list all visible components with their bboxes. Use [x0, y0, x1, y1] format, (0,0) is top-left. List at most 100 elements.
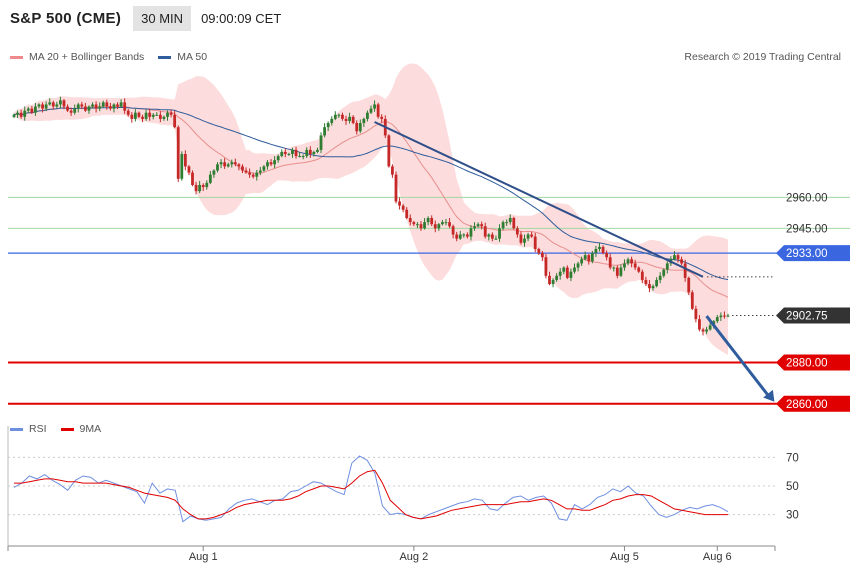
- candle-body: [12, 114, 16, 117]
- candle-body: [640, 271, 644, 280]
- candle: [358, 119, 362, 134]
- candle: [30, 105, 34, 114]
- candle-body: [326, 123, 330, 128]
- time-tick-label: Aug 6: [703, 551, 732, 563]
- interval-badge[interactable]: 30 MIN: [133, 5, 192, 31]
- candle-body: [34, 106, 37, 113]
- candle: [437, 222, 441, 231]
- candle-body: [608, 257, 612, 268]
- candle: [637, 266, 641, 273]
- price-tag-5-text: 2860.00: [786, 399, 828, 411]
- candle: [515, 226, 519, 238]
- candle-body: [148, 112, 152, 117]
- candle-body: [419, 224, 423, 229]
- candle: [73, 104, 77, 115]
- candle: [126, 108, 130, 117]
- candle-body: [612, 267, 616, 269]
- candle-body: [362, 118, 366, 124]
- rsi-swatch: [10, 427, 23, 431]
- candle-body: [715, 317, 719, 322]
- candle-body: [37, 104, 41, 107]
- time-tick-label: Aug 5: [610, 551, 639, 563]
- candle-body: [490, 234, 494, 239]
- candle-body: [283, 151, 287, 154]
- candle: [187, 165, 191, 176]
- candle: [316, 147, 319, 154]
- candle-body: [448, 222, 451, 227]
- candle-body: [451, 226, 455, 235]
- candle-body: [123, 102, 127, 111]
- candle-body: [94, 104, 98, 109]
- candle: [519, 231, 523, 245]
- candle-body: [62, 100, 66, 107]
- candle: [84, 102, 87, 112]
- price-tag-3-bg: [776, 307, 850, 324]
- candle-body: [316, 149, 319, 152]
- candle-body: [258, 170, 262, 173]
- candle: [530, 231, 534, 238]
- candle: [455, 231, 459, 242]
- candle: [394, 171, 398, 204]
- candle: [212, 169, 216, 178]
- candle: [590, 250, 594, 264]
- candle-body: [665, 263, 669, 270]
- price-tag-0-text: 2960.00: [786, 192, 828, 204]
- candle: [598, 242, 601, 252]
- candle-body: [537, 248, 541, 254]
- candle-body: [594, 248, 598, 254]
- candle: [723, 311, 726, 319]
- candle: [665, 261, 669, 274]
- price-tag-0: 2960.00: [786, 192, 828, 204]
- candle: [251, 172, 255, 179]
- candle: [441, 219, 444, 226]
- candle: [498, 224, 501, 242]
- candle-body: [294, 149, 298, 157]
- rsi-line: [13, 455, 729, 523]
- candle-body: [112, 104, 116, 109]
- candle-body: [173, 114, 177, 128]
- projection-arrow-shaft: [705, 315, 770, 397]
- candle: [241, 164, 244, 174]
- candle: [55, 101, 59, 109]
- candle: [51, 100, 55, 110]
- candle: [180, 151, 184, 181]
- candle: [473, 222, 476, 231]
- candle: [448, 218, 451, 229]
- candle-body: [348, 116, 351, 121]
- candle: [476, 222, 480, 228]
- candle-body: [366, 112, 369, 119]
- candle-body: [205, 182, 209, 188]
- candle: [451, 224, 455, 239]
- candle-body: [701, 329, 705, 332]
- candle: [116, 102, 119, 110]
- candles[interactable]: [12, 96, 730, 336]
- candle: [462, 233, 466, 238]
- candle: [34, 102, 37, 116]
- candle-body: [458, 234, 462, 239]
- candle-body: [69, 110, 73, 113]
- candle-body: [280, 151, 284, 157]
- candle-body: [626, 259, 630, 264]
- candle-body: [416, 224, 419, 226]
- candle-body: [394, 174, 398, 202]
- candle-body: [508, 218, 512, 223]
- candle-body: [658, 275, 662, 280]
- candle: [101, 100, 105, 108]
- candle: [66, 104, 69, 112]
- candle-body: [144, 112, 148, 119]
- candle-body: [587, 255, 591, 262]
- candle: [423, 218, 426, 230]
- candle: [583, 251, 587, 261]
- candle: [594, 245, 598, 257]
- candle-body: [269, 162, 273, 165]
- candle-body: [87, 106, 91, 111]
- candle-body: [255, 172, 259, 177]
- candle: [323, 123, 326, 138]
- candle-body: [555, 275, 559, 280]
- candle-body: [319, 135, 323, 150]
- candle: [501, 220, 505, 231]
- candle-body: [619, 267, 623, 276]
- candle: [305, 147, 309, 158]
- candle: [587, 253, 591, 265]
